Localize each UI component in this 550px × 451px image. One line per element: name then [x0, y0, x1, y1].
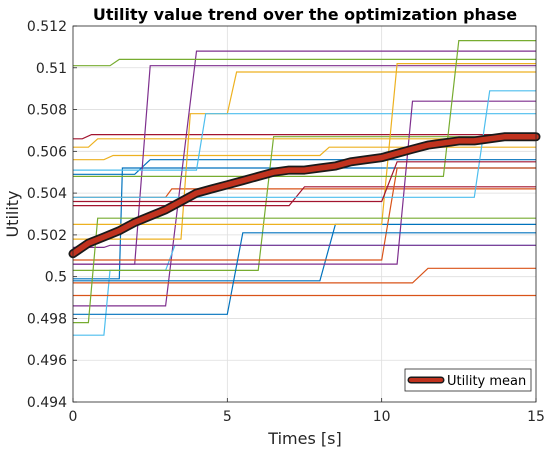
- individual-run-line: [73, 267, 536, 284]
- individual-run-line: [73, 136, 536, 271]
- individual-run-line: [73, 100, 536, 265]
- y-axis-label: Utility: [3, 190, 22, 237]
- individual-run-line: [73, 113, 536, 171]
- legend: Utility mean: [404, 368, 532, 392]
- legend-mean-label: Utility mean: [447, 374, 526, 389]
- mean-series-layer: [68, 132, 541, 259]
- axis-ticks: 0 5 10 15 0.494 0.496 0.498 0.5 0.502 0.504 0.506 0…: [27, 19, 545, 425]
- plot-area-background: [73, 26, 536, 402]
- chart-title: Utility value trend over the optimizatio…: [93, 5, 517, 24]
- x-tick-label: 15: [527, 409, 545, 425]
- x-tick-label: 0: [69, 409, 78, 425]
- individual-run-line: [73, 217, 536, 324]
- y-tick-label: 0.502: [27, 228, 67, 244]
- individual-run-line: [73, 134, 536, 140]
- y-tick-label: 0.506: [27, 144, 67, 160]
- y-tick-label: 0.51: [36, 61, 67, 77]
- y-tick-label: 0.5: [45, 270, 67, 286]
- y-tick-label: 0.504: [27, 186, 67, 202]
- y-tick-label: 0.498: [27, 311, 67, 327]
- individual-run-line: [73, 232, 536, 315]
- individual-run-line: [73, 161, 536, 203]
- individual-run-line: [73, 167, 536, 261]
- x-axis-label: Times [s]: [267, 429, 341, 448]
- x-tick-label: 10: [373, 409, 391, 425]
- individual-run-line: [73, 50, 536, 307]
- individual-run-line: [73, 138, 536, 148]
- x-tick-label: 5: [223, 409, 232, 425]
- y-tick-label: 0.496: [27, 353, 67, 369]
- individual-run-line: [73, 223, 536, 282]
- individual-run-line: [73, 146, 536, 161]
- mean-line: [70, 133, 539, 257]
- y-tick-label: 0.494: [27, 395, 67, 411]
- legend-box: [404, 368, 532, 392]
- plot-frame: [72, 25, 537, 403]
- y-tick-label: 0.512: [27, 19, 67, 35]
- individual-run-line: [73, 62, 536, 225]
- individual-run-line: [73, 58, 536, 67]
- y-tick-label: 0.508: [27, 103, 67, 119]
